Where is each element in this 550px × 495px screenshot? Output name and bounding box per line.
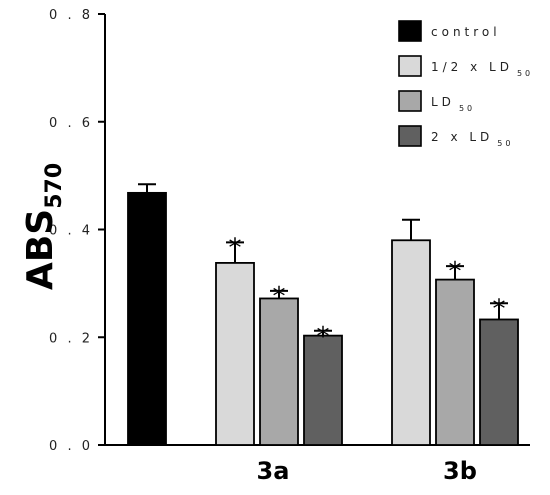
legend-swatch (398, 20, 422, 42)
bar (479, 318, 519, 446)
legend-swatch (398, 55, 422, 77)
legend-swatch (398, 90, 422, 112)
error-bars (138, 183, 508, 336)
legend-entry-label: 2 x LD 50 (431, 130, 513, 148)
legend-entry-subscript: 50 (459, 104, 475, 113)
bar (435, 278, 475, 446)
legend-entry-name: 2 x LD (431, 130, 493, 144)
bars (127, 191, 519, 446)
group-labels: 3a 3b (257, 457, 477, 485)
legend-entry-name: control (431, 25, 501, 39)
y-tick-label: 0 . 6 (49, 116, 93, 131)
bar (127, 191, 167, 446)
legend-entry-name: 1/2 x LD (431, 60, 513, 74)
group-label-3b: 3b (443, 457, 477, 485)
y-axis-label-main: ABS (20, 209, 61, 290)
significance-star: * (273, 282, 286, 312)
y-tick-label: 0 . 2 (49, 331, 93, 346)
legend-entry-label: control (431, 25, 501, 39)
legend-entry-name: LD (431, 95, 455, 109)
bar (259, 297, 299, 446)
legend: control 1/2 x LD 50 LD 50 2 x LD 50 (398, 20, 533, 148)
group-label-3a: 3a (257, 457, 290, 485)
y-tick-label: 0 . 8 (49, 8, 93, 23)
significance-star: * (493, 294, 506, 324)
legend-entry-label: 1/2 x LD 50 (431, 60, 533, 78)
legend-entry-label: LD 50 (431, 95, 475, 113)
y-ticks: 0 . 0 0 . 2 0 . 4 0 . 6 0 . 8 (49, 8, 105, 454)
legend-entry-subscript: 50 (497, 139, 513, 148)
y-axis-label: ABS570 (20, 163, 67, 290)
bar (215, 262, 255, 446)
legend-entry-subscript: 50 (517, 69, 533, 78)
significance-star: * (229, 233, 242, 263)
significance-markers: * * * * * (229, 233, 506, 351)
legend-swatch (398, 125, 422, 147)
y-tick-label: 0 . 4 (49, 224, 93, 239)
bar (303, 334, 343, 446)
significance-star: * (317, 322, 330, 352)
significance-star: * (449, 257, 462, 287)
y-tick-label: 0 . 0 (49, 439, 93, 454)
y-axis-label-subscript: 570 (42, 163, 67, 209)
bar (391, 239, 431, 446)
